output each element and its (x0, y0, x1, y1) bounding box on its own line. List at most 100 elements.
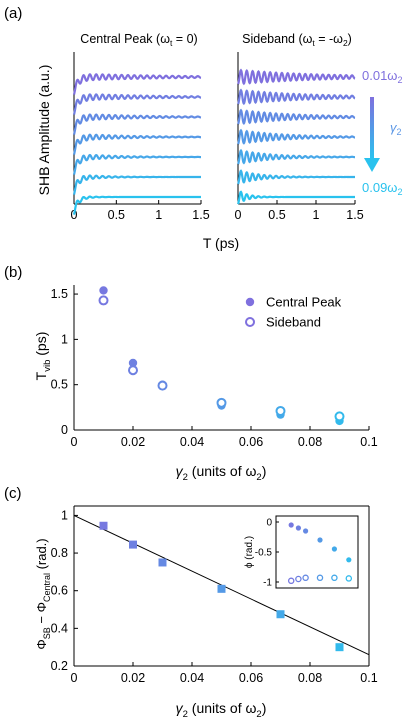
panel-c-xlabel: γ2 (units of ω2) (176, 700, 267, 720)
point-sideband (216, 397, 227, 408)
trace-gamma-0.03 (72, 113, 202, 135)
x-tick-label: 0.04 (180, 435, 204, 449)
x-tick-label: 1.5 (192, 208, 209, 222)
trace-gamma-0.04 (237, 128, 356, 145)
point-sideband (275, 405, 286, 416)
point-phase-difference (99, 521, 108, 530)
panel-c-ylabel: ΦSB − ΦCentral (rad.) (34, 538, 52, 649)
panel-a-xlabel: T (ps) (203, 235, 239, 251)
panel-a-right-title: Sideband (ωt = -ω2) (242, 32, 352, 48)
annotation-top: 0.01ω2 (362, 68, 402, 85)
x-tick-label: 0 (71, 671, 78, 685)
panel-b-ylabel: Tvib (ps) (33, 332, 53, 381)
inset-point-filled (317, 537, 323, 543)
trace-gamma-0.01 (72, 73, 202, 95)
panel-c-plot: 0 0.02 0.04 0.06 0.08 0.1 0.2 0.4 0.6 0.8 1 (51, 505, 378, 685)
inset-point-filled (295, 525, 301, 531)
inset-ylabel: ϕ (rad.) (244, 536, 255, 568)
panel-a-ylabel: SHB Amplitude (a.u.) (36, 65, 52, 196)
point-sideband (334, 411, 345, 422)
x-tick-label: 0.02 (121, 671, 145, 685)
trace-gamma-0.05 (72, 153, 201, 175)
x-tick-label: 0.5 (108, 208, 125, 222)
panel-c-inset: 0 -0.5 -1 ϕ (rad.) (244, 515, 359, 589)
x-tick-label: 0 (71, 208, 78, 222)
inset-point-open (316, 574, 324, 582)
inset-point-filled (331, 546, 337, 552)
y-tick-label: 0 (61, 423, 68, 437)
trace-gamma-0.02 (237, 88, 356, 106)
panel-b-xlabel: γ2 (units of ω2) (176, 463, 267, 483)
x-tick-label: 0.08 (298, 671, 322, 685)
gamma-arrow-shaft (370, 97, 374, 159)
point-sideband (98, 295, 109, 306)
x-tick-label: 0.06 (239, 671, 263, 685)
x-tick-label: 0.02 (121, 435, 145, 449)
y-tick-label: 0.4 (51, 621, 68, 635)
inset-point-open (287, 577, 295, 585)
point-phase-difference (335, 643, 344, 652)
gamma-arrow-head (364, 158, 380, 172)
panel-c-label: (c) (4, 485, 22, 502)
y-tick-label: 1.5 (51, 287, 68, 301)
trace-gamma-0.07 (72, 174, 201, 195)
inset-point-open (302, 574, 309, 582)
trace-gamma-0.03 (237, 108, 356, 126)
inset-y-tick-label: -1 (263, 578, 272, 589)
inset-point-filled (303, 528, 309, 534)
point-sideband (157, 380, 168, 391)
x-tick-label: 0.06 (239, 435, 263, 449)
x-tick-label: 0.5 (268, 208, 285, 222)
y-tick-label: 0.8 (51, 546, 68, 560)
trace-gamma-0.02 (72, 93, 202, 115)
x-tick-label: 0 (235, 208, 242, 222)
inset-point-filled (346, 557, 352, 563)
y-tick-label: 1 (61, 508, 68, 522)
inset-point-open (331, 574, 338, 582)
panel-a-left-title: Central Peak (ωt = 0) (80, 32, 197, 48)
panel-b-plot: 0 0.02 0.04 0.06 0.08 0.1 0 0.5 1 1.5 Central Peak… (51, 285, 378, 449)
point-sideband (128, 365, 138, 376)
point-phase-difference (158, 558, 167, 567)
inset-frame (275, 515, 359, 589)
legend-marker-central-peak (245, 297, 255, 307)
x-tick-label: 0.08 (298, 435, 322, 449)
x-tick-label: 0 (71, 435, 78, 449)
y-tick-label: 1 (61, 332, 68, 346)
point-phase-difference (217, 584, 226, 593)
point-phase-difference (276, 610, 285, 619)
gamma-arrow-label: γ2 (390, 120, 402, 137)
x-tick-label: 0.04 (180, 671, 204, 685)
inset-y-tick-label: 0 (266, 518, 272, 529)
legend-marker-sideband (245, 317, 255, 327)
x-tick-label: 1.5 (346, 208, 363, 222)
trace-gamma-0.05 (237, 148, 356, 165)
trace-gamma-0.09 (72, 195, 201, 215)
inset-point-open (345, 575, 353, 582)
y-tick-label: 0.2 (51, 659, 68, 673)
trace-gamma-0.07 (237, 169, 355, 185)
legend-label: Central Peak (266, 295, 342, 310)
x-tick-label: 0.1 (360, 435, 377, 449)
panel-a-central-peak-plot: 0 0.5 1 1.5 (71, 52, 210, 222)
panel-a-sideband-plot: 0 0.5 1 1.5 (235, 52, 364, 222)
inset-y-tick-label: -0.5 (255, 548, 273, 559)
x-tick-label: 1 (313, 208, 320, 222)
inset-point-filled (288, 522, 294, 528)
point-central-peak (99, 286, 108, 295)
trace-gamma-0.09 (237, 190, 355, 205)
y-tick-label: 0.5 (51, 378, 68, 392)
point-central-peak (128, 358, 138, 368)
x-tick-label: 1 (155, 208, 162, 222)
point-phase-difference (129, 540, 137, 549)
panel-a-label: (a) (4, 5, 22, 22)
trace-gamma-0.01 (237, 68, 356, 86)
y-tick-label: 0.6 (51, 584, 68, 598)
panel-b-label: (b) (4, 264, 22, 281)
trace-gamma-0.04 (72, 133, 202, 155)
inset-point-open (295, 575, 302, 583)
x-tick-label: 0.1 (360, 671, 377, 685)
legend-label: Sideband (266, 315, 321, 330)
annotation-bottom: 0.09ω2 (362, 180, 402, 197)
